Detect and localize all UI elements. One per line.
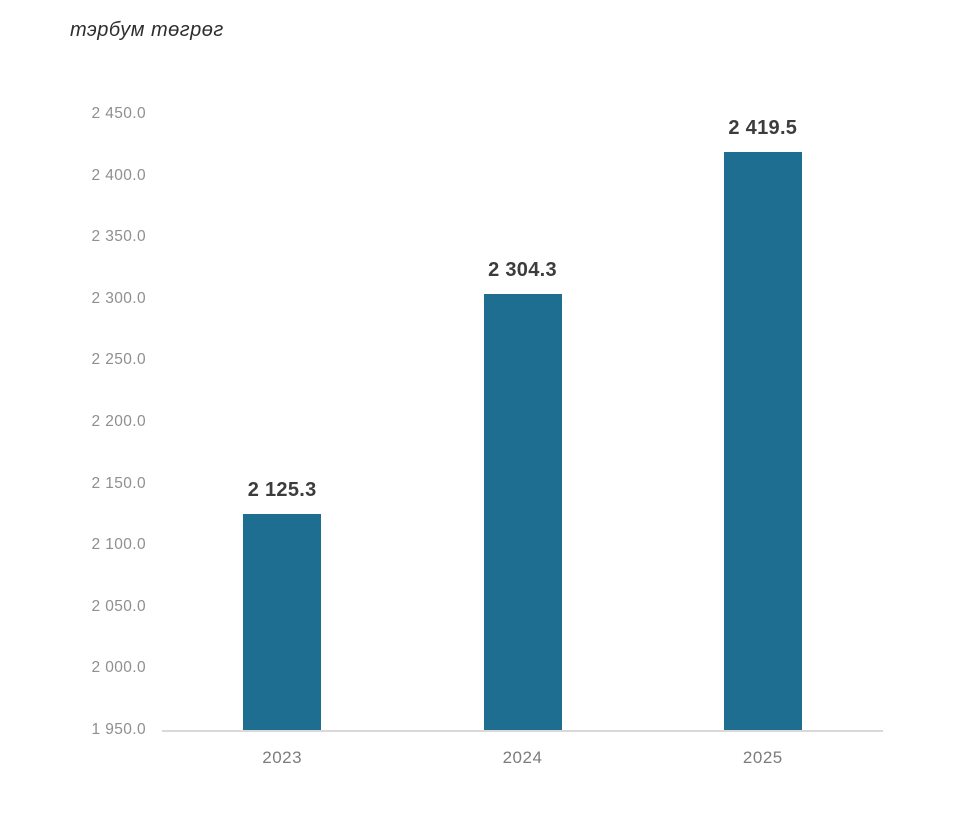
y-tick-label: 2 450.0 — [91, 105, 146, 122]
y-tick-label: 2 100.0 — [91, 536, 146, 554]
chart-title: тэрбум төгрөг — [70, 19, 224, 41]
y-tick-label: 2 250.0 — [91, 351, 146, 369]
bar-2024 — [483, 293, 562, 730]
y-tick-label: 2 400.0 — [91, 166, 146, 184]
y-tick-label: 2 200.0 — [91, 413, 146, 430]
y-tick-label: 2 050.0 — [91, 597, 146, 615]
x-tick-label: 2025 — [742, 748, 783, 767]
x-axis-line — [162, 730, 883, 732]
bar-2025 — [723, 151, 802, 730]
x-tick-label: 2024 — [502, 748, 543, 767]
x-tick-label: 2023 — [262, 748, 303, 767]
y-tick-label: 1 950.0 — [91, 721, 146, 738]
bar-value-label: 2 419.5 — [728, 116, 798, 139]
y-tick-label: 2 300.0 — [91, 289, 146, 307]
y-tick-label: 2 000.0 — [91, 659, 146, 677]
bar-value-label: 2 125.3 — [247, 479, 317, 502]
y-tick-label: 2 350.0 — [91, 228, 146, 246]
bar-2023 — [243, 514, 322, 730]
y-tick-label: 2 150.0 — [91, 474, 146, 492]
bar-value-label: 2 304.3 — [488, 258, 557, 281]
